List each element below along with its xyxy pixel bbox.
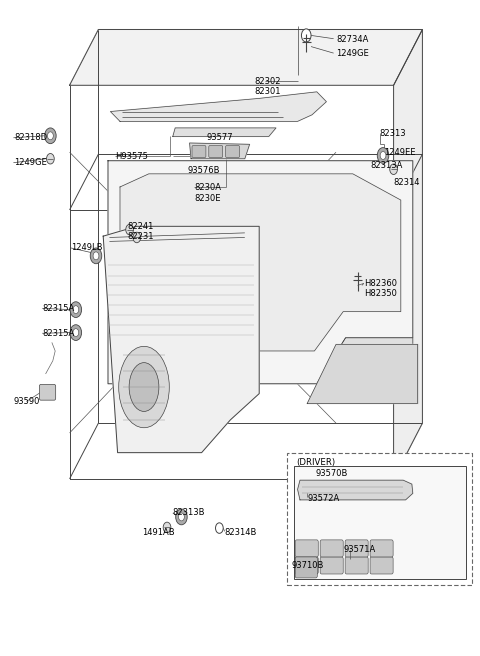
Text: 93570B: 93570B [316, 469, 348, 478]
Circle shape [70, 302, 82, 318]
Circle shape [301, 29, 311, 42]
Circle shape [90, 248, 102, 264]
Ellipse shape [129, 363, 159, 411]
Text: 82301: 82301 [254, 87, 281, 96]
Text: 93577: 93577 [206, 133, 233, 142]
FancyBboxPatch shape [295, 557, 317, 578]
Text: 1249EE: 1249EE [384, 148, 416, 157]
FancyBboxPatch shape [370, 540, 393, 557]
Circle shape [126, 224, 133, 235]
FancyBboxPatch shape [370, 557, 393, 574]
FancyBboxPatch shape [192, 146, 206, 157]
Polygon shape [70, 85, 394, 479]
Text: (DRIVER): (DRIVER) [296, 458, 336, 467]
FancyBboxPatch shape [287, 453, 472, 585]
FancyBboxPatch shape [295, 540, 318, 557]
Text: 93576B: 93576B [187, 166, 220, 175]
Text: 82315A: 82315A [42, 304, 74, 313]
Text: 8230A: 8230A [194, 183, 221, 192]
Polygon shape [70, 30, 422, 85]
FancyBboxPatch shape [295, 557, 318, 574]
Text: 82313: 82313 [379, 129, 406, 138]
Text: 82313B: 82313B [173, 508, 205, 518]
Circle shape [93, 252, 99, 260]
Polygon shape [394, 30, 422, 479]
Polygon shape [110, 92, 326, 121]
Text: 82241: 82241 [127, 222, 154, 231]
Polygon shape [103, 226, 259, 453]
FancyBboxPatch shape [345, 540, 368, 557]
Text: 93571A: 93571A [343, 545, 375, 554]
Text: H82350: H82350 [364, 289, 396, 298]
Text: 1249GE: 1249GE [14, 158, 47, 167]
Ellipse shape [119, 346, 169, 428]
Text: 93710B: 93710B [292, 561, 324, 570]
FancyBboxPatch shape [320, 557, 343, 574]
Text: 82302: 82302 [254, 77, 281, 86]
Text: 1249GE: 1249GE [336, 49, 369, 58]
Text: 93590: 93590 [13, 397, 40, 406]
Text: 82318D: 82318D [14, 133, 48, 142]
Polygon shape [307, 344, 418, 403]
Circle shape [47, 154, 54, 164]
Circle shape [163, 522, 171, 533]
Circle shape [45, 128, 56, 144]
Text: 8230E: 8230E [194, 194, 221, 203]
Polygon shape [298, 480, 413, 500]
Text: 82314B: 82314B [225, 528, 257, 537]
Text: 82313A: 82313A [371, 161, 403, 170]
Text: H93575: H93575 [115, 152, 148, 161]
FancyBboxPatch shape [320, 540, 343, 557]
Circle shape [216, 523, 223, 533]
Circle shape [377, 148, 389, 163]
Polygon shape [317, 338, 413, 384]
Text: 1249LB: 1249LB [71, 243, 103, 253]
Circle shape [48, 132, 53, 140]
FancyBboxPatch shape [209, 146, 223, 157]
Text: 82314: 82314 [394, 178, 420, 187]
FancyBboxPatch shape [226, 146, 240, 157]
Circle shape [390, 164, 397, 174]
Text: 82231: 82231 [127, 232, 154, 241]
Circle shape [73, 306, 79, 314]
Circle shape [179, 513, 184, 521]
Circle shape [133, 232, 141, 243]
Text: 82315A: 82315A [42, 329, 74, 338]
FancyBboxPatch shape [345, 557, 368, 574]
FancyBboxPatch shape [294, 466, 466, 579]
Polygon shape [120, 174, 401, 351]
Polygon shape [173, 128, 276, 136]
Text: 93572A: 93572A [307, 494, 339, 503]
Circle shape [176, 509, 187, 525]
Circle shape [380, 152, 386, 159]
FancyBboxPatch shape [39, 384, 56, 400]
Circle shape [73, 329, 79, 337]
Text: 1491AB: 1491AB [142, 528, 174, 537]
Circle shape [70, 325, 82, 340]
Text: H82360: H82360 [364, 279, 397, 288]
Polygon shape [108, 161, 413, 384]
Text: 82734A: 82734A [336, 35, 368, 44]
Polygon shape [190, 143, 250, 159]
